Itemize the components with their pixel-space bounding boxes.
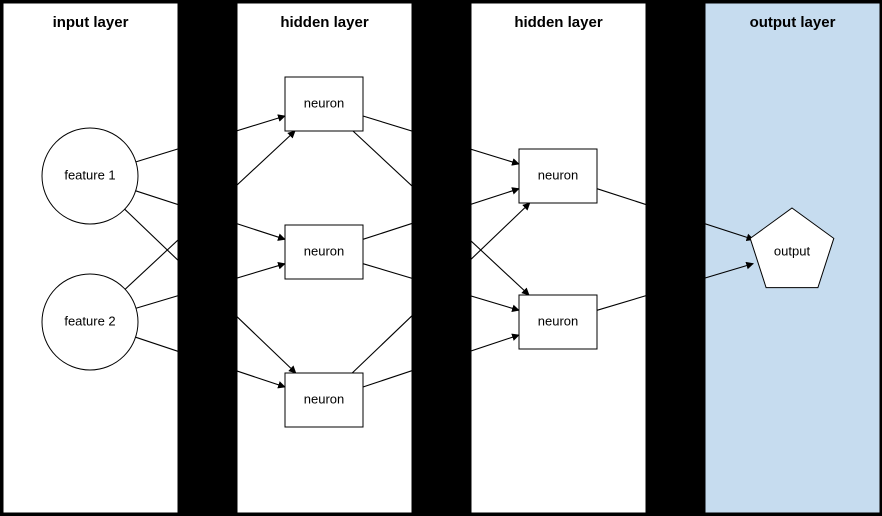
node-label-h1c: neuron bbox=[304, 391, 344, 406]
node-label-h1a: neuron bbox=[304, 95, 344, 110]
node-h2a: neuron bbox=[519, 149, 597, 203]
node-h1a: neuron bbox=[285, 77, 363, 131]
node-h2b: neuron bbox=[519, 295, 597, 349]
node-f1: feature 1 bbox=[42, 128, 138, 224]
layer-title-output: output layer bbox=[750, 14, 836, 31]
node-label-f2: feature 2 bbox=[64, 313, 115, 328]
layer-panel-hidden2 bbox=[471, 3, 646, 513]
node-h1b: neuron bbox=[285, 225, 363, 279]
layer-title-hidden1: hidden layer bbox=[280, 14, 369, 31]
neural-network-diagram: input layer hidden layer hidden layer outpu… bbox=[0, 0, 882, 516]
layer-title-hidden2: hidden layer bbox=[514, 14, 603, 31]
node-label-h1b: neuron bbox=[304, 243, 344, 258]
node-h1c: neuron bbox=[285, 373, 363, 427]
node-label-f1: feature 1 bbox=[64, 167, 115, 182]
node-label-out: output bbox=[774, 243, 811, 258]
layer-title-input: input layer bbox=[53, 14, 129, 31]
node-f2: feature 2 bbox=[42, 274, 138, 370]
layer-panel-input bbox=[3, 3, 178, 513]
node-label-h2a: neuron bbox=[538, 167, 578, 182]
node-label-h2b: neuron bbox=[538, 313, 578, 328]
